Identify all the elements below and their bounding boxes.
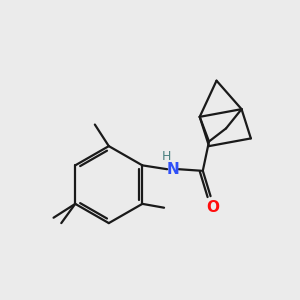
Text: N: N <box>167 162 180 177</box>
Text: O: O <box>206 200 219 215</box>
Text: H: H <box>162 150 171 164</box>
